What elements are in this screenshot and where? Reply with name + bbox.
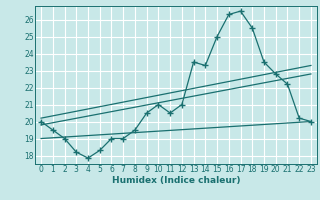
X-axis label: Humidex (Indice chaleur): Humidex (Indice chaleur) [112, 176, 240, 185]
